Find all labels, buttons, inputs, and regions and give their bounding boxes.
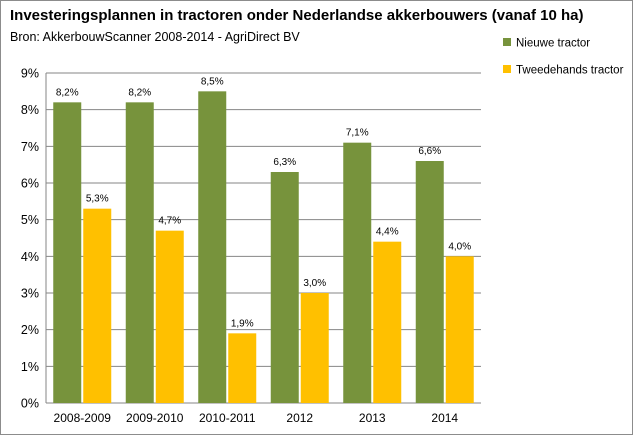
x-tick-label: 2010-2011 (199, 411, 256, 425)
x-tick-label: 2013 (359, 411, 386, 425)
data-label: 4,7% (158, 216, 181, 227)
data-label: 1,9% (231, 318, 254, 329)
bar-nieuwe-tractor (125, 102, 154, 403)
y-tick-label: 7% (21, 140, 39, 154)
data-label: 6,6% (418, 146, 441, 157)
bar-nieuwe-tractor (53, 102, 82, 403)
legend-label: Tweedehands tractor (516, 65, 624, 77)
x-tick-label: 2012 (286, 411, 313, 425)
bar-tweedehands-tractor (373, 241, 402, 403)
bar-nieuwe-tractor (343, 142, 372, 403)
data-label: 4,0% (448, 241, 471, 252)
y-tick-label: 2% (21, 323, 39, 337)
y-tick-label: 3% (21, 287, 39, 301)
x-tick-label: 2008-2009 (54, 411, 112, 425)
bar-nieuwe-tractor (415, 161, 444, 403)
data-label: 7,1% (346, 128, 369, 139)
data-label: 8,2% (128, 87, 151, 98)
data-label: 8,5% (201, 76, 224, 87)
bar-tweedehands-tractor (155, 230, 184, 403)
bar-nieuwe-tractor (198, 91, 227, 403)
legend-label: Nieuwe tractor (516, 38, 590, 50)
bar-nieuwe-tractor (270, 172, 299, 403)
x-tick-label: 2014 (431, 411, 458, 425)
data-label: 3,0% (303, 278, 326, 289)
y-tick-label: 4% (21, 250, 39, 264)
y-tick-label: 9% (21, 67, 39, 81)
y-tick-label: 0% (21, 397, 39, 411)
x-tick-label: 2009-2010 (126, 411, 184, 425)
legend-swatch (503, 65, 511, 73)
data-label: 5,3% (86, 194, 109, 205)
y-tick-label: 8% (21, 103, 39, 117)
y-tick-label: 5% (21, 213, 39, 227)
data-label: 6,3% (273, 157, 296, 168)
y-tick-label: 6% (21, 177, 39, 191)
bar-tweedehands-tractor (445, 256, 474, 403)
bar-tweedehands-tractor (300, 293, 329, 403)
legend-swatch (503, 38, 511, 46)
chart-subtitle: Bron: AkkerbouwScanner 2008-2014 - AgriD… (10, 30, 300, 44)
chart-title: Investeringsplannen in tractoren onder N… (10, 7, 584, 24)
y-tick-label: 1% (21, 360, 39, 374)
data-label: 4,4% (376, 227, 399, 238)
data-label: 8,2% (56, 87, 79, 98)
bar-tweedehands-tractor (83, 208, 112, 403)
bar-tweedehands-tractor (228, 333, 257, 403)
